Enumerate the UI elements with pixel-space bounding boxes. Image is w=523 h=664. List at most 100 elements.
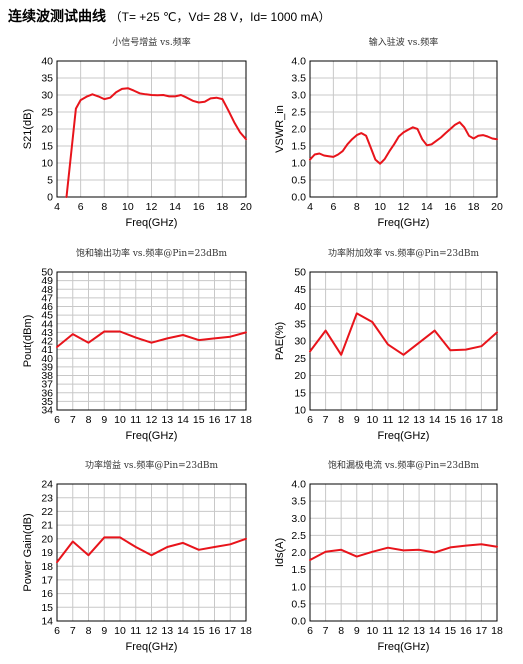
y-tick-label: 34 — [41, 405, 53, 417]
y-tick-label: 16 — [41, 588, 53, 600]
y-tick-label: 10 — [294, 405, 306, 417]
chart-title: 功率附加效率 vs.频率@Pin=23dBm — [328, 247, 480, 259]
y-tick-label: 3.0 — [291, 513, 306, 525]
x-tick-label: 16 — [209, 625, 221, 637]
y-tick-label: 39 — [41, 361, 53, 373]
y-tick-label: 37 — [41, 379, 53, 391]
x-tick-label: 11 — [130, 625, 141, 637]
x-tick-label: 8 — [86, 414, 92, 426]
y-tick-label: 45 — [41, 310, 53, 322]
y-axis-label: S21(dB) — [22, 109, 34, 149]
chart-title: 输入驻波 vs.频率 — [369, 36, 438, 48]
x-tick-label: 16 — [193, 201, 205, 213]
chart-title: 饱和漏极电流 vs.频率@Pin=23dBm — [328, 459, 480, 471]
x-tick-label: 13 — [161, 625, 173, 637]
page-title: 连续波测试曲线 — [8, 8, 106, 24]
y-axis-label: Power Gain(dB) — [22, 513, 34, 591]
y-tick-label: 49 — [41, 275, 53, 287]
x-tick-label: 6 — [330, 201, 336, 213]
y-tick-label: 42 — [41, 336, 53, 348]
y-tick-label: 44 — [41, 318, 53, 330]
x-tick-label: 17 — [476, 625, 488, 637]
y-tick-label: 15 — [294, 387, 306, 399]
y-tick-label: 4.0 — [291, 479, 306, 491]
y-tick-label: 35 — [294, 318, 306, 330]
x-tick-label: 12 — [398, 201, 410, 213]
x-tick-label: 6 — [78, 201, 84, 213]
x-tick-label: 9 — [354, 625, 360, 637]
y-tick-label: 25 — [294, 353, 306, 365]
y-tick-label: 1.0 — [291, 158, 306, 170]
chart-title: 饱和输出功率 vs.频率@Pin=23dBm — [76, 247, 228, 259]
x-tick-label: 6 — [54, 414, 60, 426]
x-tick-label: 18 — [491, 414, 503, 426]
x-tick-label: 17 — [476, 414, 488, 426]
x-tick-label: 12 — [398, 414, 410, 426]
x-tick-label: 8 — [101, 201, 107, 213]
y-tick-label: 40 — [41, 56, 53, 68]
y-tick-label: 21 — [41, 520, 53, 532]
x-tick-label: 18 — [240, 625, 252, 637]
y-axis-label: Pout(dBm) — [22, 315, 34, 368]
y-tick-label: 19 — [41, 547, 53, 559]
y-tick-label: 18 — [41, 561, 53, 573]
y-tick-label: 3.5 — [291, 496, 306, 508]
y-tick-label: 47 — [41, 292, 53, 304]
y-tick-label: 43 — [41, 327, 53, 339]
x-tick-label: 18 — [468, 201, 480, 213]
x-tick-label: 8 — [338, 625, 344, 637]
x-tick-label: 13 — [413, 625, 425, 637]
series-line-0 — [56, 330, 247, 348]
plot-frame — [56, 271, 247, 411]
y-tick-label: 0.5 — [291, 598, 306, 610]
x-tick-label: 8 — [354, 201, 360, 213]
page-heading: 连续波测试曲线 （T= +25 ℃，Vd= 28 V，Id= 1000 mA） — [8, 6, 331, 26]
y-tick-label: 0.0 — [291, 616, 306, 628]
x-tick-label: 10 — [114, 414, 126, 426]
series-line-0 — [56, 536, 247, 564]
x-tick-label: 8 — [86, 625, 92, 637]
x-tick-label: 15 — [444, 625, 456, 637]
y-axis-label: PAE(%) — [274, 322, 286, 360]
y-tick-label: 36 — [41, 387, 53, 399]
x-tick-label: 14 — [177, 414, 189, 426]
x-axis-label: Freq(GHz) — [378, 430, 430, 442]
y-tick-label: 46 — [41, 301, 53, 313]
x-axis-label: Freq(GHz) — [126, 430, 178, 442]
x-tick-label: 9 — [354, 414, 360, 426]
y-axis-label: VSWR_in — [274, 105, 286, 153]
x-tick-label: 6 — [307, 625, 313, 637]
x-tick-label: 14 — [429, 625, 441, 637]
x-tick-label: 6 — [307, 414, 313, 426]
y-tick-label: 0.5 — [291, 175, 306, 187]
chart-title: 功率增益 vs.频率@Pin=23dBm — [85, 459, 219, 471]
x-tick-label: 17 — [224, 414, 236, 426]
x-tick-label: 14 — [177, 625, 189, 637]
x-tick-label: 14 — [421, 201, 433, 213]
y-tick-label: 23 — [41, 492, 53, 504]
x-tick-label: 20 — [240, 201, 252, 213]
x-axis-label: Freq(GHz) — [378, 217, 430, 229]
x-tick-label: 9 — [101, 414, 107, 426]
y-tick-label: 24 — [41, 479, 53, 491]
y-tick-label: 15 — [41, 602, 53, 614]
x-tick-label: 9 — [101, 625, 107, 637]
y-tick-label: 5 — [47, 175, 53, 187]
y-tick-label: 2.0 — [291, 124, 306, 136]
x-axis-label: Freq(GHz) — [126, 217, 178, 229]
y-tick-label: 48 — [41, 284, 53, 296]
y-tick-label: 0 — [47, 192, 53, 204]
chart-1: 输入驻波 vs.频率 4 6 8 10 12 14 16 18 20 0.0 0.5 1.0 1.5 2.0… — [274, 36, 503, 229]
y-tick-label: 41 — [41, 344, 53, 356]
series-line-0 — [309, 121, 498, 165]
plot-frame — [56, 60, 247, 198]
x-tick-label: 11 — [382, 414, 393, 426]
y-tick-label: 40 — [294, 301, 306, 313]
y-tick-label: 15 — [41, 141, 53, 153]
y-tick-label: 20 — [41, 533, 53, 545]
x-tick-label: 10 — [374, 201, 386, 213]
x-tick-label: 4 — [54, 201, 60, 213]
x-tick-label: 17 — [224, 625, 236, 637]
chart-2: 饱和输出功率 vs.频率@Pin=23dBm 6 7 8 9 10 11 12 13 14 15 16… — [22, 247, 252, 442]
